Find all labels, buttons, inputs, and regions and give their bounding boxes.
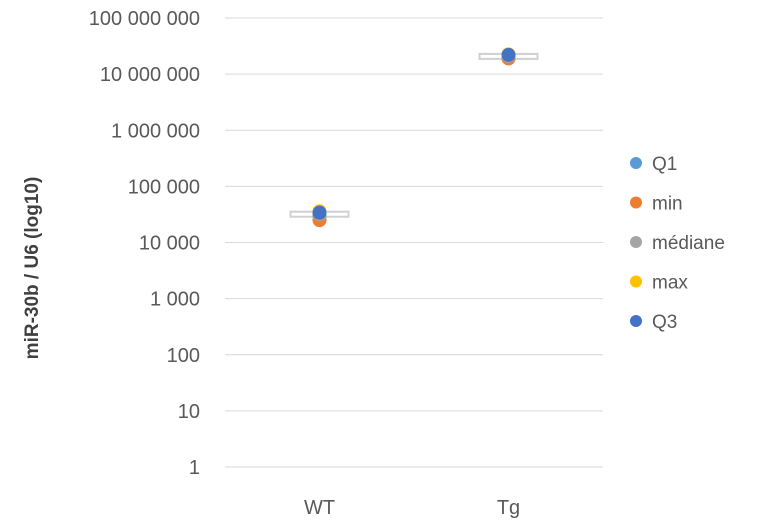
legend-label: Q1 (652, 154, 677, 175)
box-outlines (289, 52, 539, 218)
legend: Q1 min médiane max Q3 (630, 154, 725, 333)
gridlines (225, 17, 603, 468)
y-tick-label: 1 000 (150, 289, 200, 311)
y-tick-label: 1 000 000 (111, 120, 200, 142)
y-tick-label: 100 000 000 (89, 8, 200, 30)
data-point-4-1 (501, 47, 516, 62)
legend-marker (630, 275, 642, 288)
data-point-4-0 (312, 205, 327, 220)
y-tick-label: 10 (178, 401, 200, 423)
x-tick-labels: WT Tg (304, 497, 520, 519)
y-tick-label: 10 000 000 (100, 64, 200, 86)
y-tick-label: 100 000 (128, 176, 200, 198)
y-tick-label: 100 (167, 345, 200, 367)
legend-label: max (652, 273, 688, 294)
y-tick-label: 1 (189, 457, 200, 479)
y-axis-label: miR-30b / U6 (log10) (22, 177, 43, 360)
legend-label: médiane (652, 233, 725, 254)
data-points (312, 47, 516, 228)
legend-marker (630, 196, 642, 209)
x-tick-label: WT (304, 497, 335, 519)
legend-marker (630, 236, 642, 248)
legend-marker (630, 157, 642, 169)
legend-label: Q3 (652, 312, 677, 333)
x-tick-label: Tg (497, 497, 520, 519)
y-tick-label: 10 000 (139, 233, 200, 255)
legend-label: min (652, 194, 683, 215)
legend-marker (630, 315, 642, 327)
y-tick-labels: 1 10 100 1 000 10 000 100 000 1 000 000 10 000 … (89, 8, 200, 479)
